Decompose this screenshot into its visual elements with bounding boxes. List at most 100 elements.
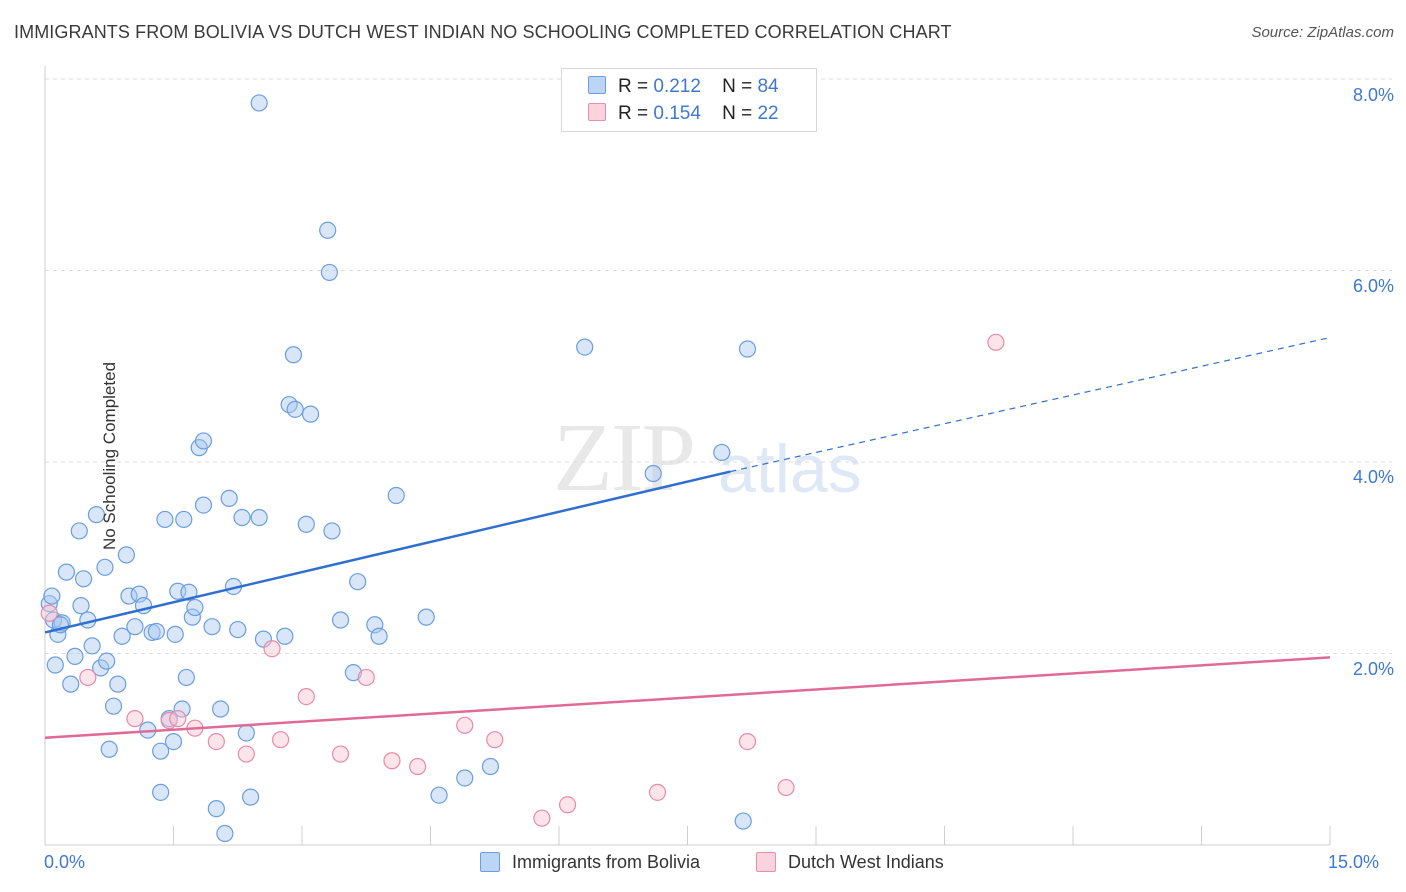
bolivia-point <box>481 757 500 776</box>
dutch-point <box>79 668 97 687</box>
bolivia-point <box>417 608 435 626</box>
dutch-point <box>331 745 350 763</box>
y-axis-label: No Schooling Completed <box>100 361 120 551</box>
bolivia-point <box>66 647 84 665</box>
dutch-point <box>987 333 1005 351</box>
bottom-legend-label: Dutch West Indians <box>788 852 944 872</box>
dutch-point <box>486 731 504 749</box>
bottom-legend-dutch: Dutch West Indians <box>756 852 944 873</box>
dutch-point <box>648 783 667 801</box>
dutch-point <box>271 731 290 749</box>
bolivia-point <box>734 812 752 830</box>
dutch-point <box>456 716 474 734</box>
legend: R = 0.212 N = 84 R = 0.154 N = 22 <box>561 68 817 132</box>
bolivia-point <box>250 94 268 112</box>
bottom-legend-bolivia: Immigrants from Bolivia <box>480 852 700 873</box>
dutch-point <box>207 732 225 751</box>
bolivia-point <box>286 400 304 418</box>
bolivia-point <box>320 263 339 282</box>
bolivia-point <box>173 700 191 718</box>
legend-swatch-dutch <box>756 852 776 872</box>
legend-swatch-bolivia <box>588 76 606 94</box>
y-tick-label: 8.0% <box>1352 85 1394 105</box>
bolivia-point <box>46 656 64 674</box>
x-tick-label: 15.0% <box>1328 852 1380 872</box>
y-axis-label-wrap: No Schooling Completed <box>0 0 119 892</box>
legend-r-value: 0.212 <box>653 76 701 97</box>
bolivia-point <box>644 464 662 483</box>
bolivia-point <box>242 788 260 806</box>
bolivia-point <box>62 675 80 693</box>
bolivia-point <box>370 627 388 645</box>
legend-row-bolivia: R = 0.212 N = 84 <box>588 76 779 100</box>
y-tick-label: 2.0% <box>1352 659 1394 679</box>
bolivia-point <box>177 668 195 687</box>
bolivia-point <box>194 432 213 450</box>
dutch-point <box>558 796 577 814</box>
bolivia-point <box>87 506 106 524</box>
chart-title: IMMIGRANTS FROM BOLIVIA VS DUTCH WEST IN… <box>14 22 952 42</box>
chart-source: Source: ZipAtlas.com <box>1251 24 1394 41</box>
dutch-trend-line <box>44 656 1331 740</box>
y-tick-label: 6.0% <box>1352 276 1394 296</box>
bolivia-point <box>104 697 123 715</box>
bolivia-point <box>331 611 350 629</box>
bottom-legend-label: Immigrants from Bolivia <box>512 852 701 872</box>
bolivia-point <box>229 620 247 639</box>
bolivia-trend-line <box>44 470 731 634</box>
legend-n-label: N = <box>722 103 753 124</box>
x-tick-label: 0.0% <box>44 852 86 872</box>
dutch-point <box>40 604 58 622</box>
bolivia-point <box>183 608 201 626</box>
bolivia-point <box>194 496 213 514</box>
bolivia-point <box>207 800 225 818</box>
legend-r-label: R = <box>618 76 649 97</box>
bolivia-point <box>43 587 61 605</box>
bolivia-point <box>109 675 127 693</box>
legend-swatch-dutch <box>588 103 606 121</box>
bolivia-point <box>74 570 93 588</box>
bolivia-point <box>83 637 101 655</box>
dutch-point <box>169 710 187 728</box>
bolivia-point <box>175 510 193 529</box>
legend-n-value: 84 <box>757 76 779 97</box>
bolivia-point <box>70 522 88 540</box>
dutch-point <box>777 778 795 797</box>
bolivia-point <box>250 508 268 527</box>
bolivia-point <box>117 546 135 564</box>
bolivia-point <box>301 405 320 423</box>
legend-n-value: 22 <box>757 103 779 124</box>
dutch-point <box>409 757 427 776</box>
bolivia-point <box>152 783 170 801</box>
bolivia-point <box>147 622 165 641</box>
bolivia-point <box>276 627 294 645</box>
dutch-point <box>738 732 757 751</box>
bolivia-point <box>166 625 184 643</box>
legend-row-dutch: R = 0.154 N = 22 <box>588 103 779 127</box>
bolivia-point <box>237 724 255 742</box>
bolivia-point <box>254 630 273 648</box>
dutch-point <box>533 809 551 827</box>
bolivia-point <box>349 573 367 591</box>
dutch-point <box>263 640 281 658</box>
bolivia-point <box>297 515 315 533</box>
bolivia-point <box>180 583 198 601</box>
bolivia-point <box>319 221 337 239</box>
dutch-point <box>357 668 375 687</box>
bolivia-point <box>387 486 405 505</box>
bolivia-point <box>713 443 731 462</box>
bolivia-point <box>72 597 90 615</box>
dutch-point <box>126 710 144 728</box>
bolivia-point <box>430 786 448 804</box>
bolivia-point <box>738 340 757 358</box>
bolivia-point <box>284 346 303 364</box>
bolivia-point <box>233 508 251 527</box>
legend-r-label: R = <box>618 103 649 124</box>
bolivia-point <box>344 664 362 682</box>
bolivia-point <box>576 338 594 356</box>
bolivia-point <box>100 740 118 758</box>
bolivia-point <box>456 769 474 787</box>
bolivia-point <box>212 700 230 718</box>
bolivia-point <box>57 563 76 581</box>
